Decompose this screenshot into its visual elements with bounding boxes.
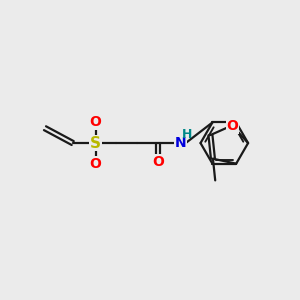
Text: O: O [226,119,238,134]
Text: O: O [90,157,101,171]
Text: H: H [182,128,192,141]
Text: N: N [175,136,187,150]
Text: O: O [152,155,164,169]
Text: O: O [90,115,101,129]
Text: S: S [90,136,101,151]
